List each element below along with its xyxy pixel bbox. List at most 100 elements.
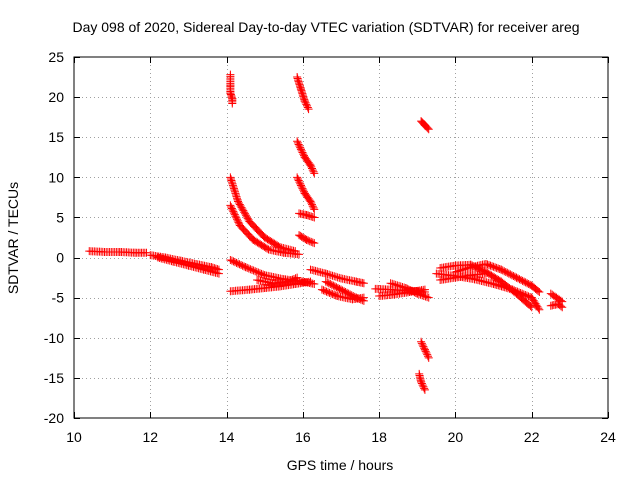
- data-point: [294, 176, 303, 185]
- data-point: [308, 166, 317, 175]
- data-point: [228, 179, 237, 188]
- y-tick-label: 10: [48, 169, 64, 185]
- data-point: [291, 274, 300, 283]
- data-point: [286, 276, 295, 285]
- data-point: [420, 345, 429, 354]
- data-segment: [226, 277, 315, 296]
- data-point: [297, 182, 306, 191]
- data-segment: [417, 117, 433, 134]
- x-axis-label: GPS time / hours: [287, 457, 394, 473]
- data-segment: [415, 369, 429, 394]
- data-point: [310, 205, 319, 214]
- y-tick-label: -10: [44, 330, 64, 346]
- data-point: [299, 186, 308, 195]
- data-point: [289, 274, 298, 283]
- data-point: [423, 350, 432, 359]
- data-point: [293, 137, 302, 146]
- data-point: [535, 305, 544, 314]
- data-segment: [293, 173, 319, 214]
- data-point: [228, 99, 237, 108]
- data-point: [424, 125, 433, 134]
- data-point: [243, 263, 252, 272]
- data-point: [244, 264, 253, 273]
- data-point: [251, 267, 260, 276]
- data-point: [556, 302, 565, 311]
- grid-lines: [74, 57, 608, 418]
- data-point: [231, 190, 240, 199]
- chart-title: Day 098 of 2020, Sidereal Day-to-day VTE…: [72, 19, 579, 35]
- data-point: [246, 265, 255, 274]
- data-point: [393, 281, 402, 290]
- data-segment: [417, 337, 433, 362]
- data-point: [285, 276, 294, 285]
- data-point: [321, 269, 330, 278]
- data-point: [419, 382, 428, 391]
- data-point: [307, 199, 316, 208]
- x-tick-label: 10: [66, 429, 82, 445]
- data-point: [422, 349, 431, 358]
- data-points: [85, 70, 567, 394]
- data-point: [335, 273, 344, 282]
- data-point: [307, 162, 316, 171]
- data-point: [302, 100, 311, 109]
- data-point: [420, 285, 429, 294]
- data-point: [330, 272, 339, 281]
- data-point: [230, 187, 239, 196]
- data-point: [481, 269, 490, 278]
- data-point: [232, 192, 241, 201]
- data-point: [458, 265, 467, 274]
- data-point: [391, 280, 400, 289]
- data-point: [229, 182, 238, 191]
- data-point: [306, 197, 315, 206]
- data-point: [303, 103, 312, 112]
- data-point: [293, 174, 302, 183]
- x-tick-label: 22: [524, 429, 540, 445]
- y-tick-label: 20: [48, 89, 64, 105]
- data-segment: [436, 269, 490, 285]
- data-point: [310, 239, 319, 248]
- data-segment: [293, 137, 319, 178]
- data-point: [249, 266, 258, 275]
- data-point: [308, 202, 317, 211]
- data-point: [227, 178, 236, 187]
- data-point: [417, 379, 426, 388]
- data-segment: [451, 259, 544, 297]
- data-point: [226, 174, 235, 183]
- data-point: [359, 293, 368, 302]
- data-segment: [306, 265, 368, 288]
- data-point: [522, 291, 531, 300]
- data-point: [328, 271, 337, 280]
- data-point: [420, 344, 429, 353]
- data-point: [296, 181, 305, 190]
- data-point: [418, 340, 427, 349]
- y-tick-label: -20: [44, 410, 64, 426]
- data-segment: [295, 231, 319, 248]
- data-point: [259, 270, 268, 279]
- data-point: [308, 164, 317, 173]
- y-tick-label: -15: [44, 370, 64, 386]
- data-point: [301, 98, 310, 107]
- data-point: [257, 269, 266, 278]
- data-point: [296, 145, 305, 154]
- data-segment: [226, 70, 237, 108]
- data-point: [231, 189, 240, 198]
- x-tick-label: 12: [142, 429, 158, 445]
- data-point: [232, 194, 241, 203]
- x-axis: 10 12 14 16 18 20 22 24: [66, 57, 616, 445]
- data-segment: [293, 73, 313, 114]
- data-point: [226, 173, 235, 182]
- y-tick-label: 15: [48, 129, 64, 145]
- data-point: [414, 290, 423, 299]
- data-segment: [295, 209, 319, 222]
- data-point: [310, 213, 319, 222]
- data-point: [419, 342, 428, 351]
- data-point: [534, 304, 543, 313]
- y-tick-label: 25: [48, 49, 64, 65]
- data-point: [306, 161, 315, 170]
- data-point: [420, 384, 429, 393]
- data-point: [396, 282, 405, 291]
- y-tick-label: 5: [56, 209, 64, 225]
- data-segment: [386, 279, 433, 302]
- data-point: [388, 279, 397, 288]
